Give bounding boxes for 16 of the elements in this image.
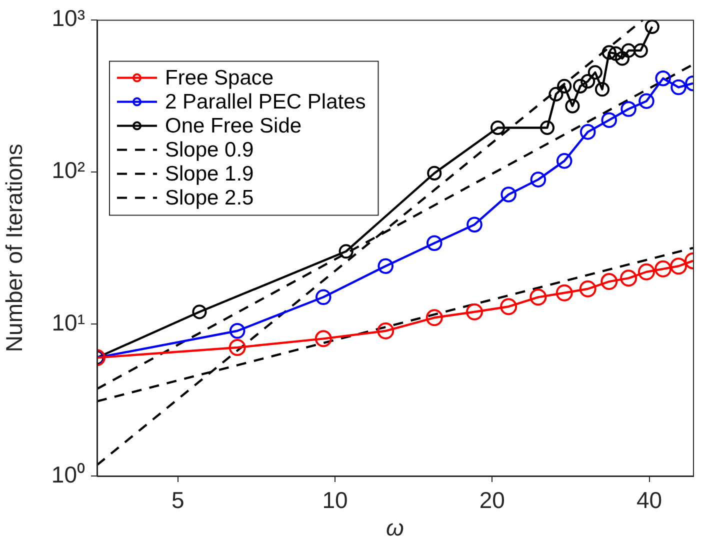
legend-label: One Free Side [165,114,302,138]
y-tick-label: 10¹ [52,309,86,336]
y-tick-label: 10³ [52,5,86,32]
legend-label: Slope 2.5 [165,186,254,210]
legend-label: 2 Parallel PEC Plates [165,90,366,114]
x-tick-label: 10 [322,487,348,514]
x-axis-title: ω [386,514,404,541]
legend-label: Free Space [165,66,274,90]
legend-label: Slope 0.9 [165,138,254,162]
x-tick-label: 5 [171,487,184,514]
y-tick-label: 10² [52,157,86,184]
legend-label: Slope 1.9 [165,162,254,186]
x-tick-label: 40 [636,487,662,514]
x-tick-label: 20 [479,487,505,514]
y-axis-title: Number of Iterations [1,144,28,352]
y-tick-label: 10⁰ [51,461,85,488]
